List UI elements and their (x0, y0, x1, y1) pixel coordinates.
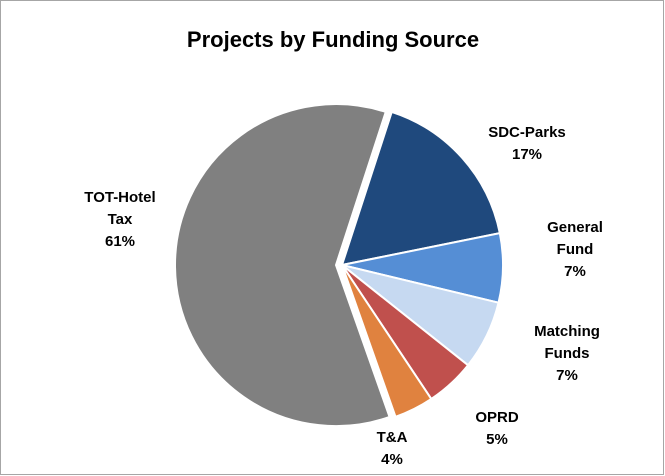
value-label: 4% (381, 451, 403, 468)
pie-slice (174, 103, 391, 428)
value-label: 7% (556, 367, 578, 384)
pie-slice (340, 110, 501, 267)
slice-label: SDC-Parks (488, 124, 566, 141)
value-label: 7% (564, 263, 586, 280)
value-label: 17% (512, 146, 542, 163)
value-label: 5% (486, 431, 508, 448)
slice-label: OPRD (475, 409, 519, 426)
slice-label: T&A (377, 429, 408, 446)
slice-label: TOT-Hotel Tax (84, 189, 155, 228)
slice-label: Matching Funds (534, 323, 600, 362)
slice-label: General Fund (547, 219, 603, 258)
chart-title: Projects by Funding Source (187, 27, 479, 52)
value-label: 61% (105, 233, 135, 250)
pie-slice (341, 264, 433, 419)
